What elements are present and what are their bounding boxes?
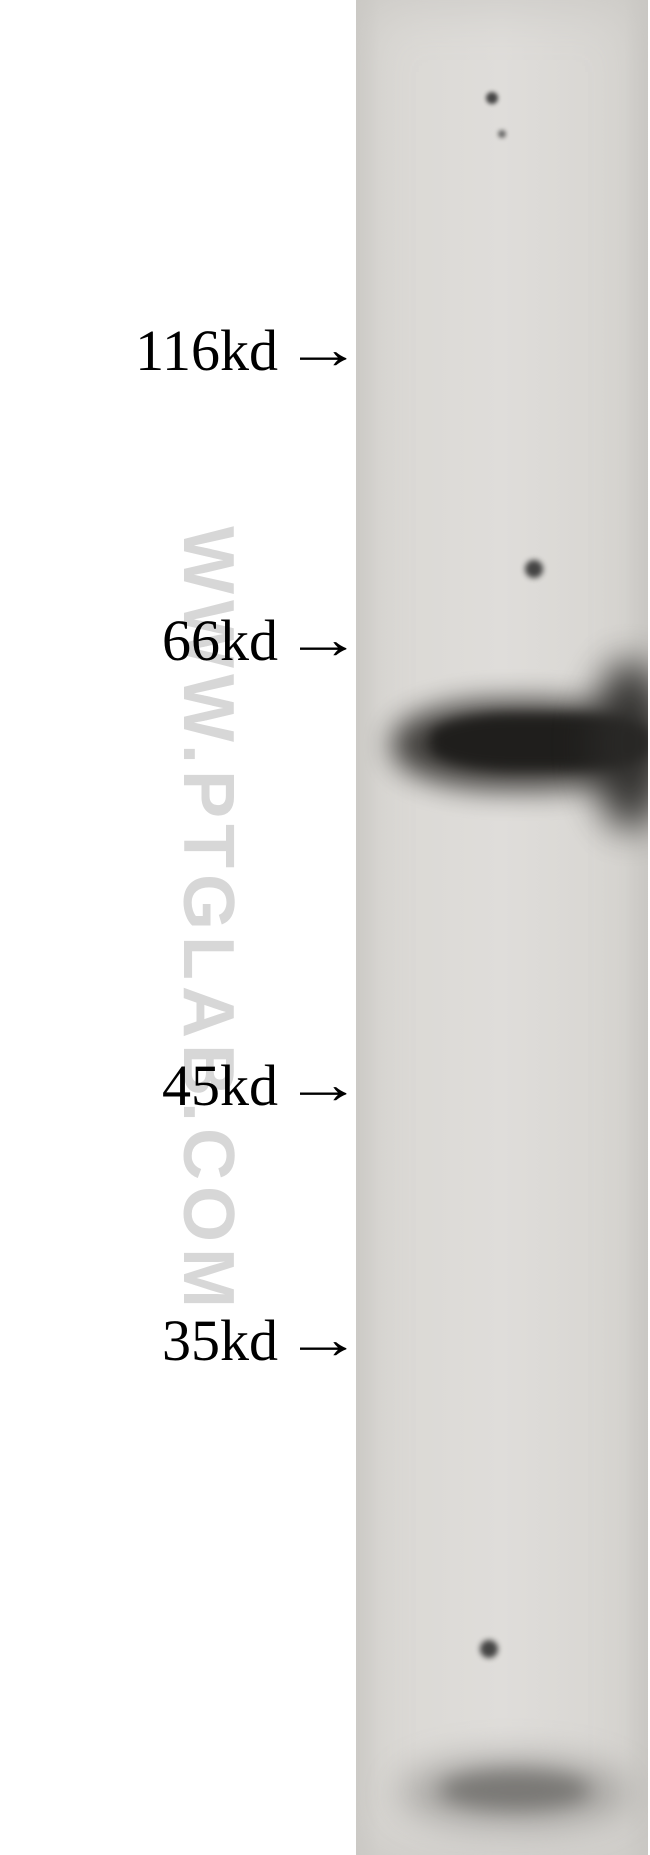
marker-arrow-icon: →	[284, 1312, 362, 1368]
blot-lane	[356, 0, 648, 1855]
mid-speck	[525, 560, 543, 578]
top-speck-2	[498, 130, 506, 138]
lower-speck	[480, 1640, 498, 1658]
marker-35kd: 35kd →	[0, 1305, 340, 1375]
western-blot-figure: WWW.PTGLAB.COM 116kd → 66kd → 45kd → 35k…	[0, 0, 650, 1855]
marker-45kd: 45kd →	[0, 1050, 340, 1120]
marker-label: 35kd	[162, 1307, 278, 1374]
marker-label: 116kd	[135, 317, 278, 384]
marker-label: 45kd	[162, 1052, 278, 1119]
marker-arrow-icon: →	[284, 1057, 362, 1113]
marker-116kd: 116kd →	[0, 315, 340, 385]
marker-arrow-icon: →	[284, 612, 362, 668]
marker-66kd: 66kd →	[0, 605, 340, 675]
top-speck-1	[486, 92, 498, 104]
marker-label: 66kd	[162, 607, 278, 674]
marker-arrow-icon: →	[284, 322, 362, 378]
blot-lane-fill	[356, 0, 648, 1855]
bottom-smudge-core	[440, 1770, 590, 1810]
